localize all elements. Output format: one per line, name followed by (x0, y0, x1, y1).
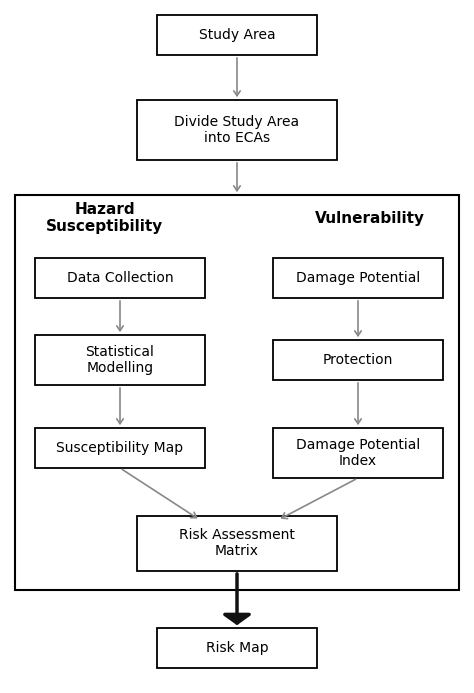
Bar (157, 628, 317, 668)
Bar (15, 195, 459, 590)
Text: Data Collection: Data Collection (67, 271, 173, 285)
Bar (273, 258, 443, 298)
Bar (35, 335, 205, 385)
Text: Protection: Protection (323, 353, 393, 367)
Text: Damage Potential: Damage Potential (296, 271, 420, 285)
Bar (137, 100, 337, 160)
Bar (35, 428, 205, 468)
Text: Risk Assessment
Matrix: Risk Assessment Matrix (179, 528, 295, 558)
Text: Damage Potential
Index: Damage Potential Index (296, 438, 420, 468)
Text: Study Area: Study Area (199, 28, 275, 42)
Text: Hazard
Susceptibility: Hazard Susceptibility (46, 202, 164, 234)
Text: Risk Map: Risk Map (206, 641, 268, 655)
Text: Divide Study Area
into ECAs: Divide Study Area into ECAs (174, 115, 300, 145)
Bar (137, 516, 337, 570)
Text: Vulnerability: Vulnerability (315, 211, 425, 225)
Bar (35, 258, 205, 298)
Text: Susceptibility Map: Susceptibility Map (56, 441, 183, 455)
Text: Statistical
Modelling: Statistical Modelling (86, 345, 155, 375)
Bar (273, 340, 443, 380)
Bar (157, 15, 317, 55)
Bar (273, 428, 443, 478)
